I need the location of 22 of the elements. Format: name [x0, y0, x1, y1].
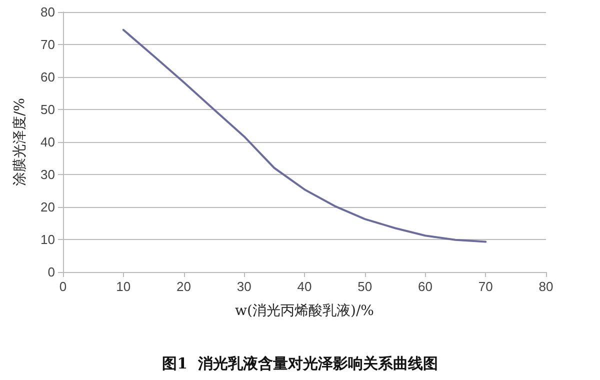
x-tick-label: 60 — [418, 279, 432, 294]
x-tick-label: 30 — [236, 279, 252, 294]
y-tick-label: 40 — [40, 134, 55, 150]
y-tick-label: 0 — [48, 264, 55, 280]
x-tick-label: 80 — [538, 279, 554, 294]
text: 图1 消光乳液含量对光泽影响关系曲线图 — [162, 354, 438, 372]
x-tick-label: 0 — [59, 279, 67, 294]
y-tick-label: 10 — [40, 232, 55, 247]
y-tick-label: 70 — [40, 37, 55, 52]
line-series — [122, 28, 487, 243]
y-axis-title: 涂膜光泽度/% — [12, 98, 28, 186]
y-tick-label: 20 — [40, 200, 55, 214]
x-axis-title: w(消光丙烯酸乳液)/% — [235, 303, 374, 319]
y-tick-label: 60 — [40, 70, 55, 84]
x-tick-label: 10 — [116, 279, 131, 294]
y-tick-label: 30 — [40, 167, 55, 182]
x-tick-label: 70 — [478, 279, 493, 294]
x-tick-label: 20 — [176, 279, 191, 294]
y-tick-label: 50 — [40, 102, 55, 117]
y-tick-label: 80 — [40, 4, 55, 20]
x-tick-label: 40 — [297, 279, 312, 294]
x-tick-label: 50 — [358, 279, 372, 294]
